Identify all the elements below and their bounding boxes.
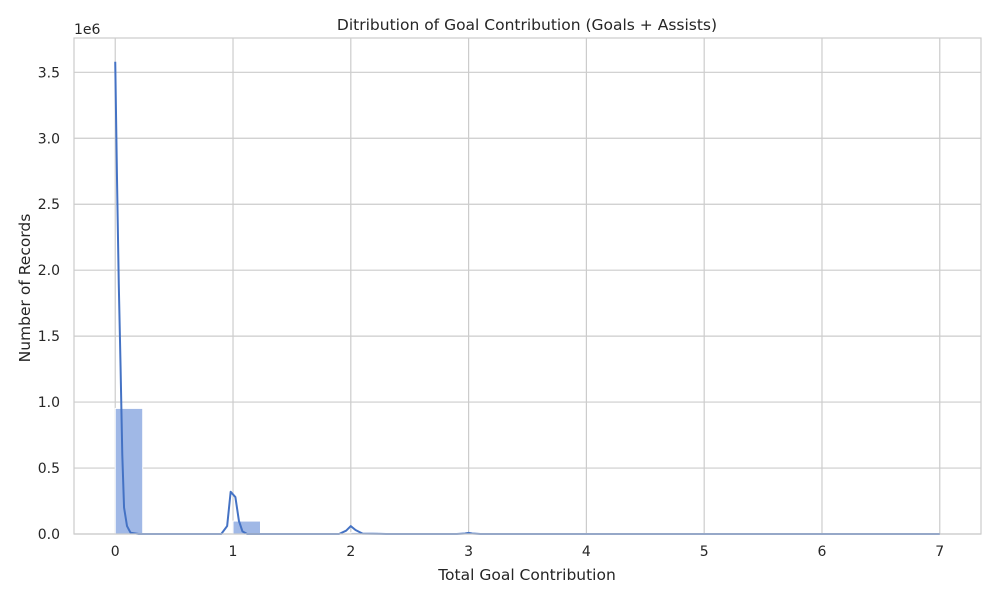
x-tick-label: 7: [935, 544, 944, 560]
x-tick-label: 0: [111, 544, 120, 560]
histogram-bars: [114, 407, 968, 535]
y-axis-ticks: 0.0 0.5 1.0 1.5 2.0 2.5 3.0 3.5: [38, 65, 60, 543]
x-tick-label: 3: [464, 544, 473, 560]
x-tick-label: 6: [818, 544, 827, 560]
y-axis-label: Number of Records: [16, 214, 34, 363]
y-tick-label: 2.5: [38, 197, 60, 213]
x-axis-ticks: 0 1 2 3 4 5 6 7: [111, 544, 944, 560]
histogram-bar: [114, 407, 144, 535]
grid: [74, 38, 981, 535]
histogram-bar: [232, 520, 262, 535]
y-tick-label: 3.0: [38, 131, 60, 147]
y-tick-label: 0.5: [38, 461, 60, 477]
x-axis-label: Total Goal Contribution: [437, 566, 616, 584]
chart-title: Ditribution of Goal Contribution (Goals …: [337, 16, 717, 34]
x-tick-label: 2: [346, 544, 355, 560]
y-tick-label: 2.0: [38, 263, 60, 279]
x-tick-label: 5: [700, 544, 709, 560]
x-tick-label: 4: [582, 544, 591, 560]
plot-frame: [73, 37, 982, 535]
y-tick-label: 0.0: [38, 527, 60, 543]
y-tick-label: 3.5: [38, 65, 60, 81]
y-axis-offset-label: 1e6: [74, 22, 101, 38]
y-tick-label: 1.0: [38, 395, 60, 411]
x-tick-label: 1: [229, 544, 238, 560]
y-tick-label: 1.5: [38, 329, 60, 345]
